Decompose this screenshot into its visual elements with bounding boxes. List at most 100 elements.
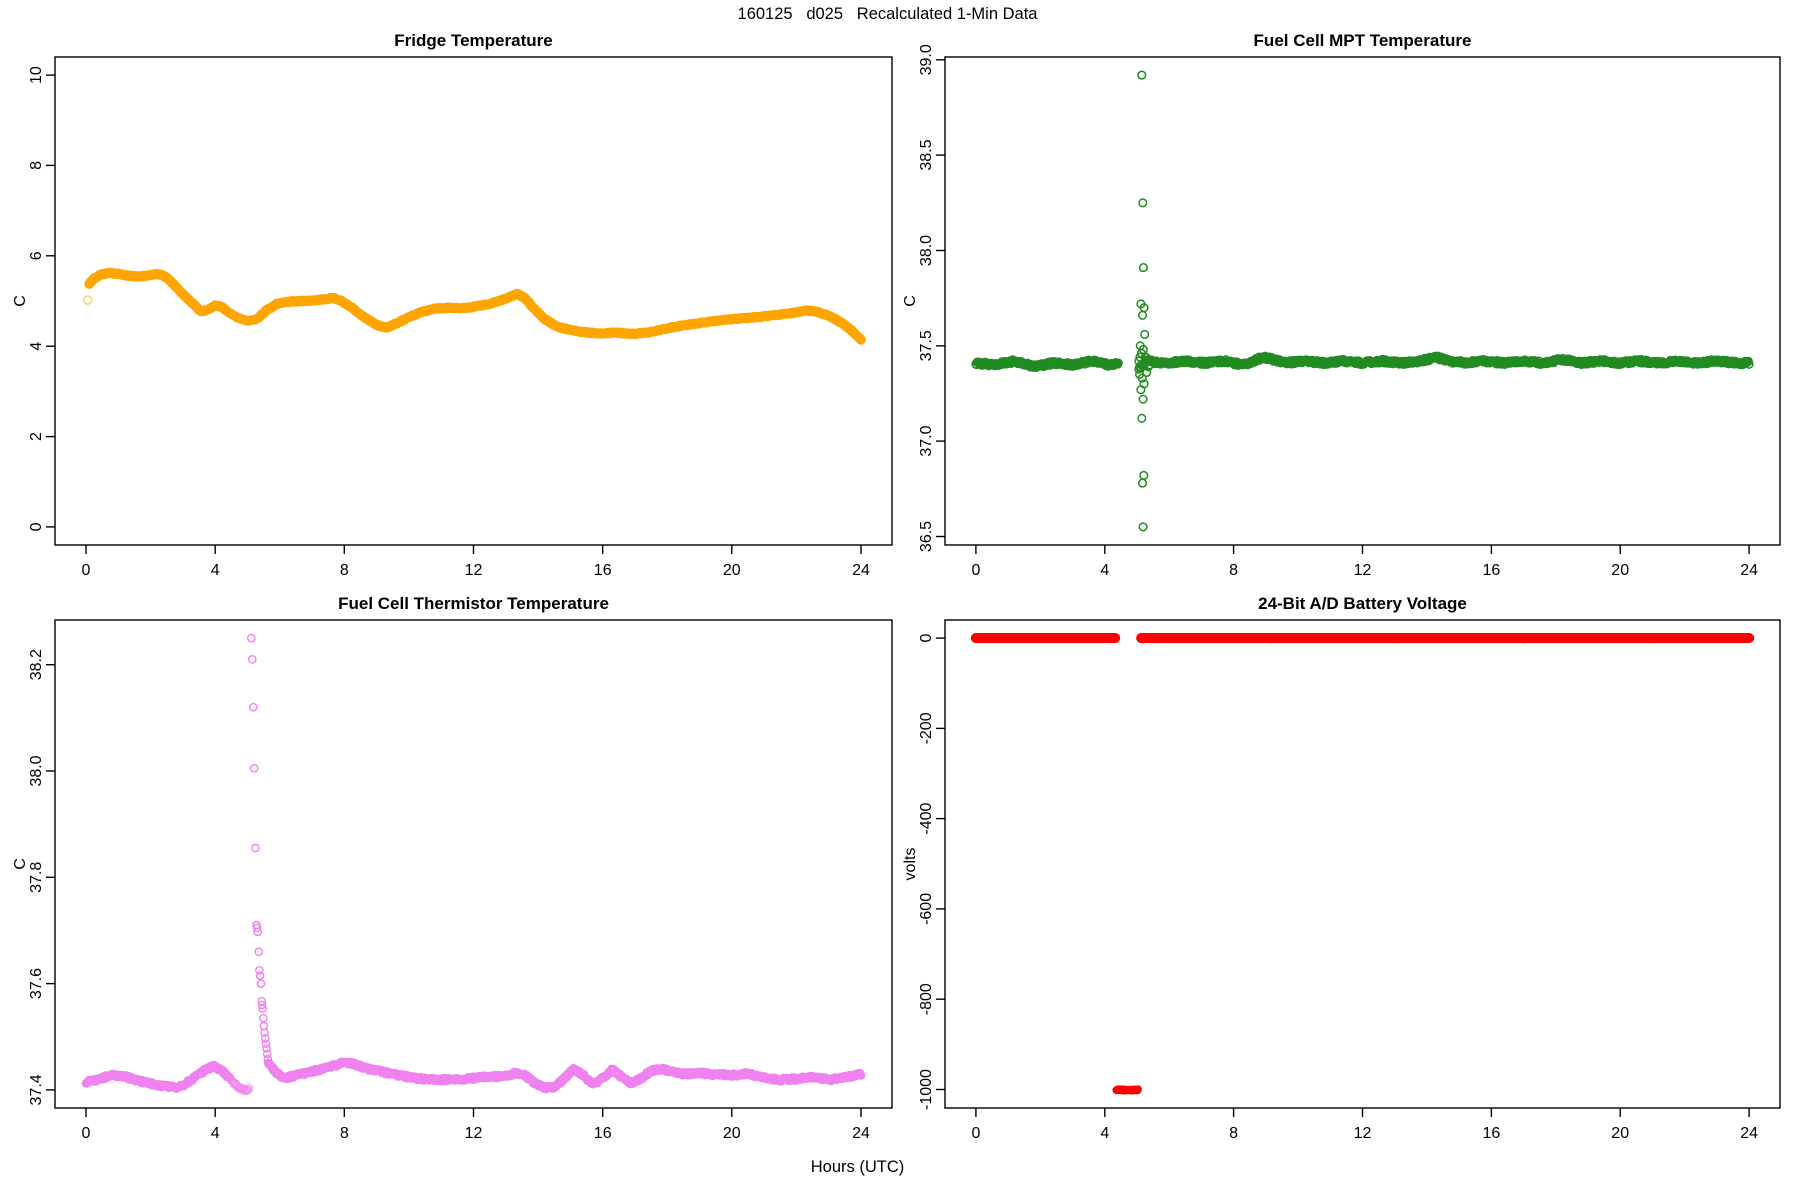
y-tick-label: 38.2 [28,649,45,680]
y-tick-label: 0 [918,634,935,643]
data-point [243,315,254,326]
panel-title: Fuel Cell Thermistor Temperature [338,594,609,613]
outlier-point [1138,198,1148,208]
data-point [240,314,251,325]
panel-title: Fridge Temperature [394,31,552,50]
data-point [856,334,866,345]
data-point [1744,633,1755,644]
data-point [242,1085,252,1094]
series-fridge-temp-1min [84,267,866,345]
outliers-mpt [1134,70,1157,532]
data-point [241,1086,250,1095]
data-point [238,314,248,324]
outlier-point [1136,385,1146,395]
outlier-point [259,1021,269,1031]
series-battery-volts-dropout [1112,1085,1142,1095]
data-point [234,1085,244,1094]
outlier-point [249,764,259,773]
data-point [225,308,236,319]
y-tick-label: 38.0 [918,235,935,266]
outlier-point [1138,522,1148,532]
series-battery-volts-zero-line [970,633,1755,644]
data-point [232,312,242,323]
panel-title: Fuel Cell MPT Temperature [1254,31,1472,50]
outlier-point [1134,356,1144,366]
y-axis-title: C [12,295,29,307]
data-point [226,308,237,319]
outlier-point [260,1034,270,1043]
data-point [234,312,244,323]
x-tick-label: 4 [211,1125,220,1142]
y-tick-label: 37.4 [28,1074,45,1105]
outlier-point [1137,478,1148,488]
outlier-point [255,966,264,975]
outlier-point [258,1013,268,1023]
y-tick-label: 37.0 [918,425,935,456]
data-point [240,315,250,325]
data-point [1134,1085,1142,1094]
outlier-point [263,1054,273,1064]
data-point [225,1072,234,1082]
outlier-point [253,927,263,937]
data-point [227,309,237,320]
data-point [234,313,245,323]
outlier-point [1140,329,1150,339]
x-tick-label: 20 [723,562,741,579]
data-point [239,1084,248,1093]
data-point [222,306,233,316]
data-point [234,1082,243,1092]
outlier-point [1146,356,1157,366]
outlier-point [251,843,260,853]
x-tick-label: 12 [465,1125,483,1142]
data-point [228,1079,238,1088]
data-point [224,308,235,318]
data-point [229,1078,239,1088]
outlier-point [1137,310,1148,320]
outlier-point [264,1059,274,1068]
x-tick-label: 0 [82,1125,91,1142]
x-tick-label: 20 [723,1125,741,1142]
data-point [228,310,239,321]
x-tick-label: 0 [82,562,91,579]
data-point [226,1075,236,1084]
data-point [237,314,248,325]
data-point [230,1079,239,1088]
data-point [238,1086,248,1095]
data-point [1744,359,1754,369]
outlier-point [82,295,93,305]
data-point [239,315,250,325]
outlier-point [248,702,258,712]
x-tick-label: 20 [1611,1125,1629,1142]
x-tick-label: 20 [1611,562,1629,579]
outlier-point [1138,263,1148,273]
data-point [240,1086,250,1095]
outlier-point [1137,373,1147,383]
data-point [225,1073,235,1083]
y-tick-label: 37.6 [28,968,45,999]
plot-box [54,56,893,546]
data-point [228,1076,237,1086]
x-tick-label: 4 [1100,1125,1109,1142]
data-point [230,1078,240,1088]
main-title: 160125 d025 Recalculated 1-Min Data [737,5,1038,23]
y-tick-label: -800 [918,983,935,1015]
data-point [227,310,238,320]
data-point [856,1071,866,1080]
data-point [231,312,242,322]
outlier-point [256,979,266,988]
outlier-point [246,633,256,643]
y-axis-title: volts [902,848,919,881]
data-point [238,314,249,325]
data-point [233,313,244,324]
x-tick-label: 0 [971,1125,980,1142]
outlier-point [1135,352,1145,362]
x-tick-label: 24 [852,1125,870,1142]
y-tick-label: 2 [28,432,45,441]
y-tick-label: 39.0 [918,44,935,75]
data-point [239,1086,249,1095]
data-point [235,313,246,324]
